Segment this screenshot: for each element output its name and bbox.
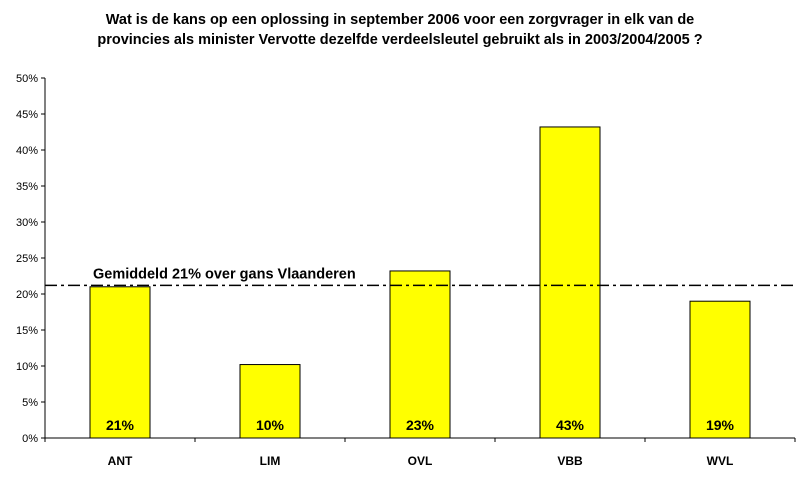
y-tick-label: 50%	[16, 73, 38, 85]
average-reference-label: Gemiddeld 21% over gans Vlaanderen	[93, 266, 356, 282]
data-label-lim: 10%	[256, 417, 285, 433]
y-tick-label: 45%	[16, 109, 38, 121]
y-tick-label: 30%	[16, 217, 38, 229]
bar-wvl	[689, 300, 751, 439]
y-tick-label: 25%	[16, 253, 38, 265]
bar-lim	[239, 364, 301, 439]
data-label-vbb: 43%	[556, 417, 585, 433]
bar-ovl	[389, 270, 451, 439]
y-tick-label: 0%	[22, 433, 38, 445]
y-tick-label: 5%	[22, 397, 38, 409]
reference-line-group: Gemiddeld 21% over gans Vlaanderen	[45, 266, 795, 287]
category-label-lim: LIM	[260, 454, 281, 468]
chart-title-line-2: provincies als minister Vervotte dezelfd…	[97, 32, 703, 48]
category-label-vbb: VBB	[557, 454, 583, 468]
y-tick-label: 35%	[16, 181, 38, 193]
data-label-ovl: 23%	[406, 417, 435, 433]
y-tick-label: 20%	[16, 289, 38, 301]
bar-ant	[89, 286, 151, 439]
y-tick-label: 15%	[16, 325, 38, 337]
data-label-ant: 21%	[106, 417, 135, 433]
chart-title: Wat is de kans op een oplossing in septe…	[80, 10, 720, 50]
category-label-ant: ANT	[108, 454, 133, 468]
axes-group: 0% 5% 10% 15% 20% 25% 30% 35% 40% 45% 50% ANT LIM OVL…	[16, 73, 796, 468]
y-tick-label: 40%	[16, 145, 38, 157]
chart-title-line-1: Wat is de kans op een oplossing in septe…	[105, 12, 695, 28]
category-label-wvl: WVL	[707, 454, 734, 468]
y-tick-label: 10%	[16, 361, 38, 373]
bar-vbb	[539, 126, 601, 439]
category-label-ovl: OVL	[408, 454, 433, 468]
bars-group: 21% 10% 23% 43% 19%	[89, 126, 751, 439]
data-label-wvl: 19%	[706, 417, 735, 433]
